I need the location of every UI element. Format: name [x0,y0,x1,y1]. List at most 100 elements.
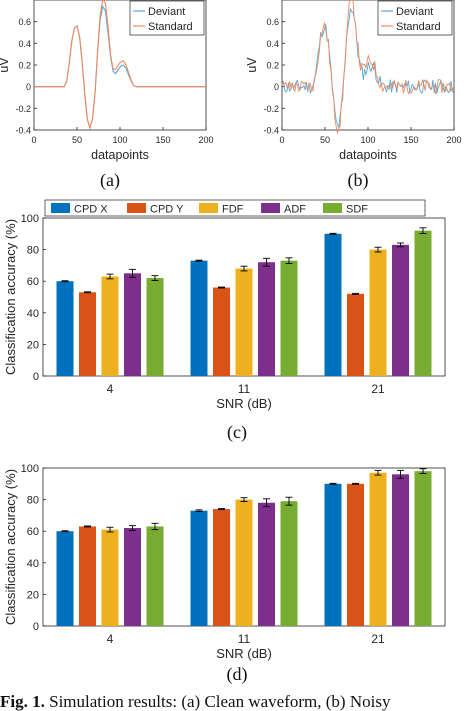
bar-cpd-y-snr-21 [347,293,364,376]
x-tick-label: 100 [360,135,375,145]
legend-swatch-cpd-y [127,203,146,213]
y-tick-label: 40 [27,308,39,320]
panel-c-accuracy-chart: 0 20 40 60 80 100 4 11 21 SNR (dB) Classification … [3,199,446,411]
y-axis-label: Classification accuracy (%) [3,219,18,375]
y-tick-label: 80 [27,245,39,257]
legend-box [377,0,453,36]
bar-sdf-snr-4 [146,526,164,626]
x-tick-label-11: 11 [238,382,251,396]
bar-cpd-y-snr-21 [347,483,364,626]
series-line-standard [34,0,206,130]
bar-sdf-snr-21 [414,471,432,626]
bar-adf-snr-21 [392,474,409,626]
legend-label-deviant: Deviant [148,6,185,18]
legend-swatch-fdf [199,203,218,213]
caption-text: Simulation results: (a) Clean waveform, … [49,692,391,711]
figure-caption: Fig. 1. Simulation results: (a) Clean wa… [0,692,474,711]
bar-cpd-x-snr-21 [324,233,342,376]
y-tick-label: 0.6 [18,17,31,27]
y-tick-label: 0.6 [266,17,279,27]
panel-d-accuracy-chart: 0 20 40 60 80 100 4 11 21 SNR (dB) Classification … [3,463,446,661]
bar-cpd-y-snr-4 [79,292,96,376]
x-tick-label-21: 21 [371,382,385,396]
x-tick-label: 0 [279,135,284,145]
bar-adf-snr-4 [124,528,141,626]
panel-label-d: (d) [227,664,248,685]
bar-cpd-y-snr-11 [213,509,230,626]
x-tick-label: 150 [155,135,170,145]
legend-swatch-sdf [323,203,342,213]
bar-fdf-snr-11 [235,499,253,626]
y-axis-label: uV [0,57,11,73]
y-tick-label: 0 [33,371,39,383]
y-tick-label: 100 [21,463,39,475]
y-tick-label: -0.4 [15,126,31,136]
bar-fdf-snr-11 [235,268,253,376]
caption-label: Fig. 1. [0,692,45,711]
x-tick-label: 100 [112,135,127,145]
panel-b-waveform-chart: -0.4 -0.2 0 0.2 0.4 0.6 0 50 100 150 200 datapoints… [245,0,462,162]
bar-adf-snr-4 [124,273,141,376]
bar-sdf-snr-11 [280,501,298,626]
x-tick-label: 150 [403,135,418,145]
panel-label-c: (c) [227,422,247,443]
legend-box [129,0,205,36]
y-tick-label: 0.2 [18,61,31,71]
y-tick-label: 0 [33,621,39,633]
x-tick-label-4: 4 [107,632,114,646]
bar-fdf-snr-4 [101,529,119,626]
x-tick-label-11: 11 [238,632,251,646]
y-tick-label: 60 [27,276,39,288]
y-tick-label: 0 [274,82,279,92]
y-tick-label: -0.4 [263,126,279,136]
y-tick-label: -0.2 [15,104,31,114]
y-tick-label: 40 [27,558,39,570]
legend-label-standard: Standard [396,21,441,33]
legend-label-standard: Standard [148,21,193,33]
bar-adf-snr-11 [258,502,275,626]
x-tick-label: 0 [31,135,36,145]
panel-a-waveform-chart: -0.4 -0.2 0 0.2 0.4 0.6 0 50 100 150 200 datapoints… [0,0,214,162]
x-tick-label-4: 4 [107,382,114,396]
panel-label-a: (a) [100,170,120,191]
series-line-deviant [281,8,454,128]
legend-swatch-cpd-x [51,203,70,213]
bar-adf-snr-11 [258,262,275,376]
bar-fdf-snr-4 [101,276,119,376]
legend-label-fdf: FDF [222,204,244,216]
legend-label-deviant: Deviant [396,6,433,18]
legend-label-sdf: SDF [346,204,368,216]
bar-cpd-x-snr-4 [56,531,74,626]
bar-adf-snr-21 [392,244,409,376]
x-tick-label: 200 [198,135,213,145]
bar-sdf-snr-21 [414,230,432,376]
legend-label-cpd-y: CPD Y [150,204,184,216]
bar-cpd-x-snr-4 [56,281,74,376]
x-tick-label: 200 [446,135,461,145]
bar-cpd-y-snr-4 [79,526,96,626]
panel-label-b: (b) [348,170,369,191]
bar-cpd-x-snr-11 [190,260,208,376]
bar-fdf-snr-21 [369,472,387,626]
bar-cpd-x-snr-21 [324,483,342,626]
y-tick-label: 80 [27,495,39,507]
y-tick-label: 0.4 [18,39,31,49]
x-tick-label-21: 21 [371,632,385,646]
y-tick-label: 0.4 [266,39,279,49]
x-axis-label: SNR (dB) [216,646,272,661]
legend-label-cpd-x: CPD X [74,204,108,216]
bar-sdf-snr-11 [280,260,298,376]
y-axis-label: Classification accuracy (%) [3,469,18,625]
x-axis-label: datapoints [91,148,149,162]
bar-fdf-snr-21 [369,249,387,376]
x-axis-label: SNR (dB) [216,396,272,411]
bar-sdf-snr-4 [146,278,164,376]
legend-label-adf: ADF [284,204,306,216]
y-tick-label: 60 [27,526,39,538]
bar-cpd-y-snr-11 [213,287,230,376]
x-tick-label: 50 [72,135,82,145]
y-tick-label: 0.2 [266,61,279,71]
y-axis-label: uV [245,57,259,73]
y-tick-label: 20 [27,589,39,601]
